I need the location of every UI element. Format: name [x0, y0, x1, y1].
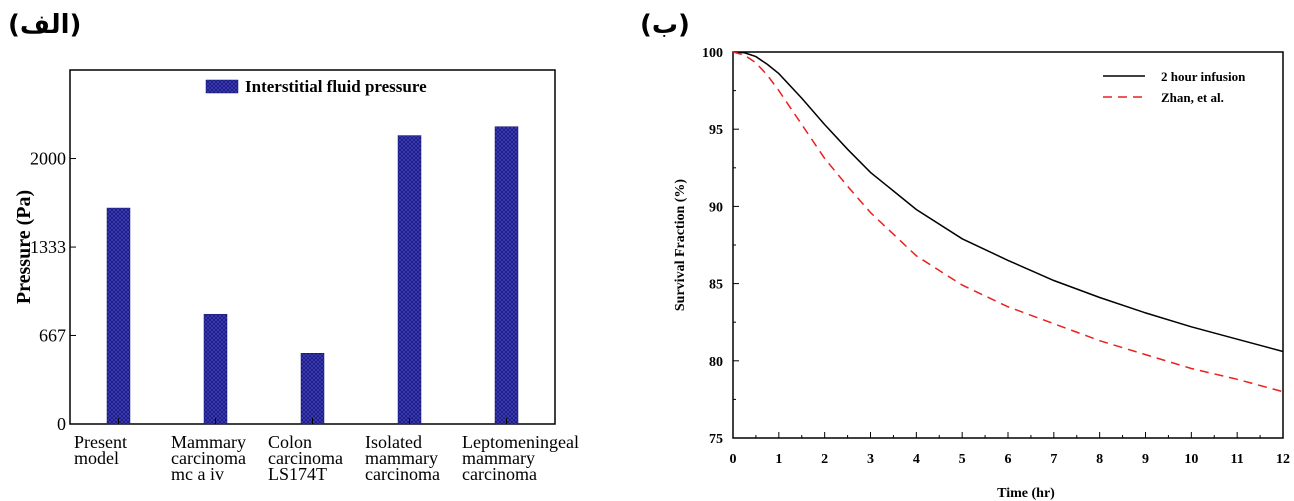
x-tick-label: 9 — [1142, 452, 1149, 467]
y-tick-label: 85 — [709, 278, 723, 293]
x-axis-label: Time (hr) — [997, 486, 1055, 501]
bar — [397, 135, 422, 425]
x-tick-label: mammary — [462, 448, 535, 468]
x-tick-label: 7 — [1050, 452, 1057, 467]
x-tick-label: 1 — [775, 452, 782, 467]
x-tick-label: 2 — [821, 452, 828, 467]
y-tick-label: 95 — [709, 123, 723, 138]
x-tick-label: 3 — [867, 452, 874, 467]
x-tick-label: carcinoma — [268, 448, 343, 468]
x-tick-label: carcinoma — [171, 448, 246, 468]
bar — [106, 207, 131, 425]
y-tick-label: 667 — [39, 325, 66, 345]
panel-label-b: (ب) — [640, 10, 690, 40]
y-tick-label: 80 — [709, 355, 723, 370]
x-tick-label: Present — [74, 432, 127, 452]
x-tick-label: LS174T — [268, 464, 327, 484]
legend-label: Zhan, et al. — [1161, 90, 1224, 105]
y-tick-label: 90 — [709, 200, 723, 215]
x-tick-label: mammary — [365, 448, 438, 468]
bar — [203, 313, 228, 425]
series-line — [732, 51, 1284, 393]
panel-label-a: (الف) — [8, 10, 82, 40]
legend-label: 2 hour infusion — [1161, 69, 1246, 84]
x-tick-label: Colon — [268, 432, 312, 452]
y-tick-label: 2000 — [30, 149, 66, 169]
y-tick-label: 75 — [709, 432, 723, 447]
y-tick-label: 1333 — [30, 237, 66, 257]
x-tick-label: 11 — [1231, 452, 1244, 467]
x-tick-label: carcinoma — [365, 464, 440, 484]
x-tick-label: Mammary — [171, 432, 246, 452]
bar — [300, 353, 325, 425]
legend-swatch — [205, 79, 239, 94]
x-tick-label: 10 — [1184, 452, 1198, 467]
x-tick-label: 5 — [959, 452, 966, 467]
y-axis-label: Survival Fraction (%) — [673, 179, 688, 312]
x-tick-label: carcinoma — [462, 464, 537, 484]
plot-frame — [732, 51, 1284, 439]
x-tick-label: model — [74, 448, 119, 468]
bar — [494, 126, 519, 425]
x-tick-label: mc a iv — [171, 464, 224, 484]
y-tick-label: 0 — [57, 414, 66, 434]
x-tick-label: Leptomeningeal — [462, 432, 579, 452]
x-tick-label: 0 — [730, 452, 737, 467]
x-tick-label: 6 — [1005, 452, 1012, 467]
y-tick-label: 100 — [702, 46, 723, 61]
x-tick-label: 4 — [913, 452, 920, 467]
legend-label: Interstitial fluid pressure — [245, 77, 427, 96]
series-line — [732, 51, 1284, 353]
x-tick-label: 8 — [1096, 452, 1103, 467]
y-axis-label: Pressure (Pa) — [13, 190, 35, 304]
x-tick-label: 12 — [1276, 452, 1290, 467]
x-tick-label: Isolated — [365, 432, 422, 452]
